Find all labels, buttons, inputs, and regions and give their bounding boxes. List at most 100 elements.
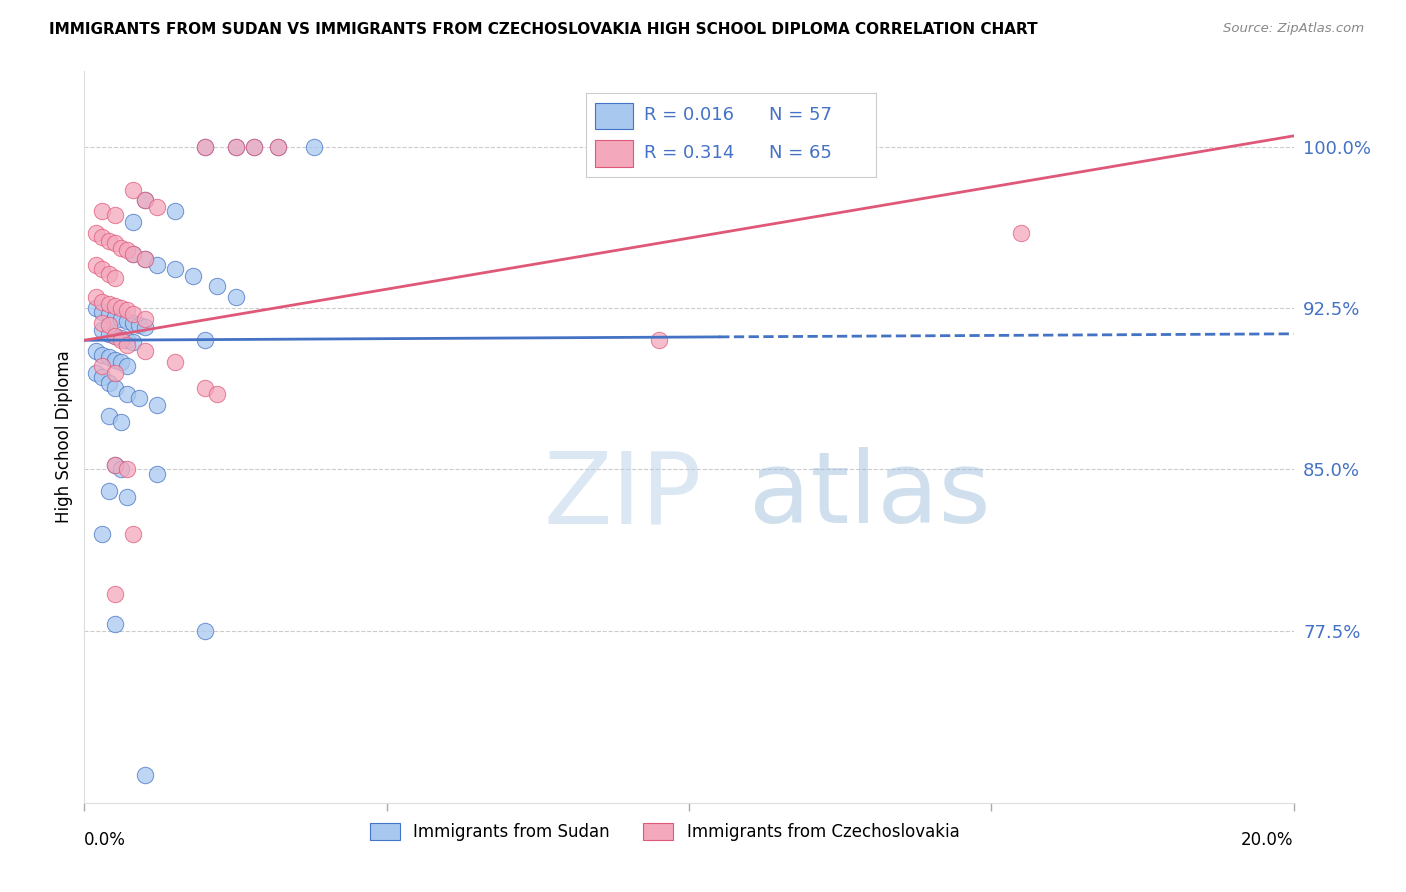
Point [115, 243, 138, 257]
Point [134, 344, 156, 359]
Point [146, 398, 169, 412]
Point [121, 308, 143, 322]
Point [97, 409, 120, 423]
Point [110, 241, 132, 255]
Point [86, 226, 108, 240]
Point [91, 262, 114, 277]
Point [86, 258, 108, 272]
Y-axis label: High School Diploma: High School Diploma [55, 351, 73, 524]
Point [104, 209, 127, 223]
Point [110, 311, 132, 326]
Point [225, 139, 247, 153]
Text: Source: ZipAtlas.com: Source: ZipAtlas.com [1223, 22, 1364, 36]
Point [91, 204, 114, 219]
Point [110, 355, 132, 369]
Point [207, 387, 229, 401]
Point [104, 381, 127, 395]
Point [104, 299, 127, 313]
Point [115, 359, 138, 373]
Point [97, 351, 120, 365]
Point [110, 331, 132, 345]
Point [104, 458, 127, 472]
Point [104, 310, 127, 324]
Point [194, 333, 217, 347]
Point [97, 326, 120, 341]
Point [146, 467, 169, 481]
Point [134, 320, 156, 334]
Point [115, 337, 138, 351]
Point [115, 303, 138, 318]
Point [104, 366, 127, 380]
Point [165, 204, 187, 219]
Point [91, 322, 114, 336]
Point [194, 624, 217, 638]
Point [115, 462, 138, 476]
Point [115, 333, 138, 347]
Point [242, 139, 264, 153]
Point [97, 376, 120, 391]
Point [267, 139, 290, 153]
Point [110, 415, 132, 429]
Text: IMMIGRANTS FROM SUDAN VS IMMIGRANTS FROM CZECHOSLOVAKIA HIGH SCHOOL DIPLOMA CORR: IMMIGRANTS FROM SUDAN VS IMMIGRANTS FROM… [49, 22, 1038, 37]
Point [194, 381, 217, 395]
Point [110, 333, 132, 347]
Point [86, 366, 108, 380]
Point [121, 247, 143, 261]
Point [110, 462, 132, 476]
Point [97, 483, 120, 498]
Point [91, 305, 114, 319]
Text: ZIP: ZIP [544, 447, 702, 544]
Point [115, 387, 138, 401]
Point [91, 294, 114, 309]
Point [104, 329, 127, 343]
Legend: Immigrants from Sudan, Immigrants from Czechoslovakia: Immigrants from Sudan, Immigrants from C… [361, 814, 967, 849]
Point [302, 139, 325, 153]
Point [267, 139, 290, 153]
Point [128, 392, 150, 406]
Point [165, 262, 187, 277]
Point [104, 617, 127, 632]
Point [115, 314, 138, 328]
Point [86, 290, 108, 304]
Point [134, 311, 156, 326]
Point [97, 267, 120, 281]
Point [104, 458, 127, 472]
Text: 0.0%: 0.0% [84, 830, 127, 849]
Point [86, 344, 108, 359]
Point [121, 247, 143, 261]
Point [104, 271, 127, 285]
Point [91, 316, 114, 330]
Point [134, 252, 156, 266]
Point [165, 355, 187, 369]
Point [91, 369, 114, 384]
Point [648, 333, 671, 347]
Text: 20.0%: 20.0% [1241, 830, 1294, 849]
Point [115, 491, 138, 505]
Point [128, 318, 150, 333]
Point [1011, 226, 1033, 240]
Point [134, 194, 156, 208]
Point [97, 308, 120, 322]
Point [121, 527, 143, 541]
Point [97, 318, 120, 333]
Point [194, 139, 217, 153]
Text: atlas: atlas [749, 447, 991, 544]
Point [86, 301, 108, 315]
Point [121, 316, 143, 330]
Point [91, 348, 114, 362]
Point [146, 258, 169, 272]
Point [104, 236, 127, 251]
Point [134, 194, 156, 208]
Point [181, 268, 204, 283]
Point [91, 230, 114, 244]
Point [104, 352, 127, 367]
Point [134, 252, 156, 266]
Point [194, 139, 217, 153]
Point [225, 290, 247, 304]
Point [104, 587, 127, 601]
Point [225, 139, 247, 153]
Point [104, 329, 127, 343]
Point [97, 235, 120, 249]
Point [91, 527, 114, 541]
Point [134, 768, 156, 782]
